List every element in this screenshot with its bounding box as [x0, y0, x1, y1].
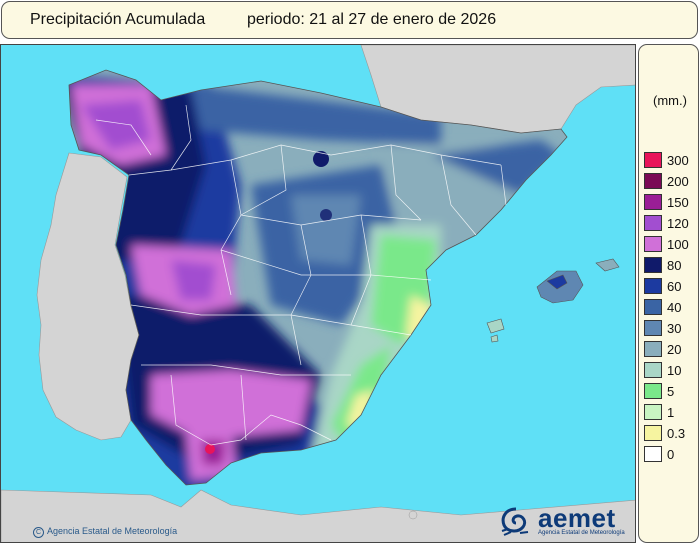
legend-label: 10: [667, 363, 682, 378]
aemet-subtitle: Agencia Estatal de Meteorología: [538, 530, 625, 536]
legend-label: 80: [667, 258, 682, 273]
legend-swatch: [644, 152, 662, 168]
legend-label: 300: [667, 153, 689, 168]
legend-label: 30: [667, 321, 682, 336]
legend-label: 60: [667, 279, 682, 294]
legend-swatch: [644, 215, 662, 231]
legend-label: 5: [667, 384, 675, 399]
legend-swatch: [644, 425, 662, 441]
period-label: periodo: 21 al 27 de enero de 2026: [247, 11, 497, 28]
legend-unit: (mm.): [653, 93, 687, 108]
map-title: Precipitación Acumulada: [30, 11, 206, 28]
legend-swatch: [644, 257, 662, 273]
precipitation-map: C Agencia Estatal de Meteorología: [0, 44, 636, 543]
legend-swatch: [644, 194, 662, 210]
copyright-icon: C: [33, 527, 44, 538]
map-graphic: [1, 45, 635, 542]
legend-swatch: [644, 236, 662, 252]
legend-swatch: [644, 404, 662, 420]
central-max-spot: [313, 151, 329, 167]
legend-swatch: [644, 446, 662, 462]
foreign-land: [1, 45, 635, 542]
legend-label: 100: [667, 237, 689, 252]
legend-panel: (mm.) 300 200 150 120 100 80 60 40 30 20 10 5 1 0.3 0: [638, 44, 699, 543]
spain-outline: [68, 69, 568, 486]
legend-swatch: [644, 383, 662, 399]
legend-label: 0.3: [667, 426, 686, 441]
legend-label: 20: [667, 342, 682, 357]
aemet-logo: aemet Agencia Estatal de Meteorología: [498, 503, 628, 539]
legend-swatch: [644, 341, 662, 357]
province-boundaries: [95, 104, 507, 446]
title-bar: Precipitación Acumulada periodo: 21 al 2…: [1, 1, 698, 39]
balearic-islands: [486, 258, 620, 343]
legend-swatch: [644, 278, 662, 294]
legend-label: 120: [667, 216, 689, 231]
legend-label: 1: [667, 405, 675, 420]
legend-label: 150: [667, 195, 689, 210]
legend-swatch: [644, 173, 662, 189]
max-precip-spot: [205, 444, 215, 454]
legend-swatch: [644, 362, 662, 378]
legend-swatch: [644, 320, 662, 336]
copyright-credit: C Agencia Estatal de Meteorología: [33, 526, 177, 538]
aemet-swirl-icon: [501, 507, 529, 536]
legend-label: 200: [667, 174, 689, 189]
legend-label: 40: [667, 300, 682, 315]
legend-label: 0: [667, 447, 675, 462]
legend-swatch: [644, 299, 662, 315]
aemet-wordmark: aemet: [538, 503, 616, 533]
